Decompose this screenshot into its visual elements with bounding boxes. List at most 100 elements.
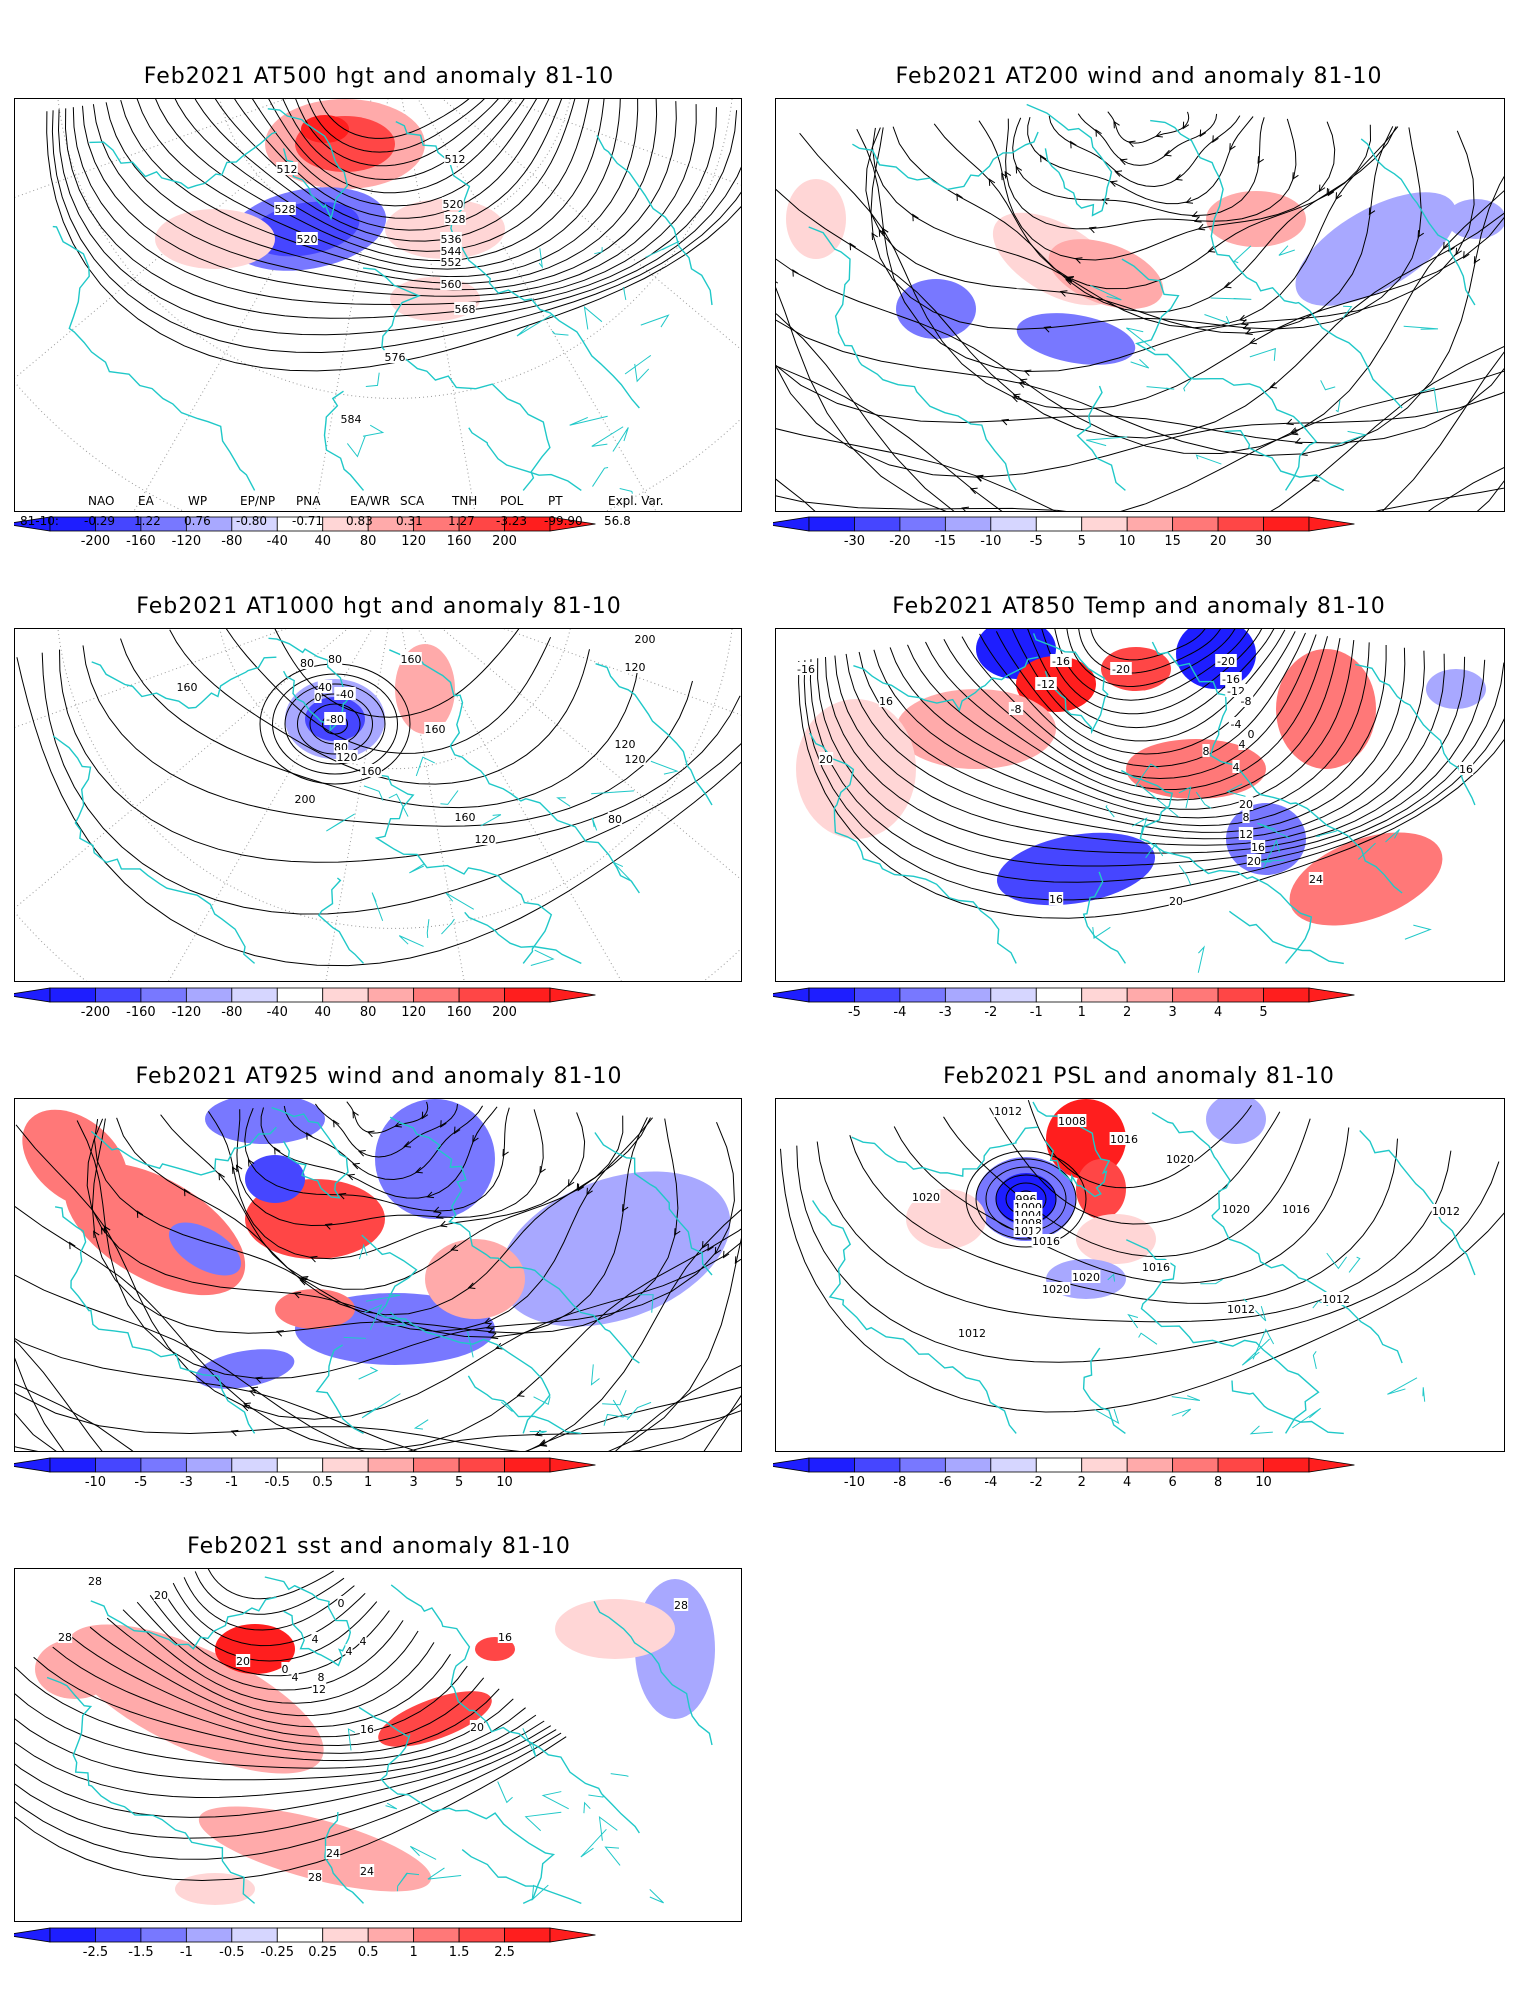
contour-label: 552: [441, 256, 462, 269]
contour-label: -40: [336, 688, 354, 701]
colorbar-arrow-low: [14, 1927, 51, 1943]
anomaly-positive: [215, 1624, 295, 1674]
colorbar-segment: [1126, 516, 1174, 532]
contour-label: 576: [385, 351, 406, 364]
panel-title: Feb2021 sst and anomaly 81-10: [187, 1534, 571, 1559]
colorbar: -30 -20 -15 -10 -5 5 10 15 20 30: [773, 516, 1355, 549]
colorbar-segment: [95, 987, 142, 1003]
colorbar: -10 -5 -3 -1 -0.5 0.5 1 3 5 10: [14, 1457, 596, 1490]
colorbar-arrow-low: [773, 516, 810, 532]
colorbar-segment: [322, 1927, 369, 1943]
contour-label: 200: [295, 793, 316, 806]
contour-label: 1020: [1166, 1153, 1194, 1166]
colorbar-segment: [1172, 516, 1219, 532]
anomaly-negative: [195, 1349, 295, 1389]
anomaly-negative: [896, 279, 976, 339]
height-contours: [46, 99, 741, 372]
colorbar-tick-label: -4: [893, 1005, 906, 1020]
panel-at200-wind: Feb2021 AT200 wind and anomaly 81-10 -30…: [773, 60, 1505, 549]
contour-label: 28: [58, 1631, 72, 1644]
contour-label: -8: [1241, 695, 1252, 708]
index-value: -0.80: [236, 514, 268, 528]
colorbar-tick-label: -15: [935, 534, 956, 549]
colorbar-segment: [899, 516, 946, 532]
contour-label: -80: [326, 713, 344, 726]
anomaly-positive: [385, 199, 505, 259]
contour-label: 20: [236, 1655, 250, 1668]
colorbar-arrow-low: [14, 1457, 51, 1473]
contour-label: 80: [608, 813, 622, 826]
contour-label: 160: [401, 653, 422, 666]
colorbar-segment: [944, 1457, 992, 1473]
contour-label: -16: [1222, 673, 1240, 686]
contour-label: 28: [308, 1871, 322, 1884]
anomaly-negative: [245, 1155, 305, 1203]
colorbar-segment: [231, 1457, 278, 1473]
panel-title: Feb2021 AT850 Temp and anomaly 81-10: [892, 594, 1386, 619]
contour-label: 1012: [1322, 1293, 1350, 1306]
colorbar-tick-label: -120: [172, 1005, 202, 1020]
colorbar-tick-label: -1: [225, 1475, 238, 1490]
colorbar-segment: [1217, 1457, 1264, 1473]
colorbar-tick-label: -80: [221, 1005, 242, 1020]
anomaly-positive: [796, 699, 916, 839]
contour-label: 24: [1309, 873, 1323, 886]
anomaly-negative: [996, 832, 1156, 906]
colorbar-tick-label: -200: [81, 534, 111, 549]
colorbar-tick-label: 10: [1255, 1475, 1272, 1490]
colorbar-tick-label: 2.5: [494, 1945, 515, 1960]
colorbar-tick-label: -1.5: [128, 1945, 153, 1960]
colorbar-tick-label: 120: [401, 1005, 426, 1020]
colorbar-tick-label: 80: [360, 534, 377, 549]
colorbar-tick-label: -4: [984, 1475, 997, 1490]
contour-label: 512: [277, 163, 298, 176]
coastlines: [52, 108, 713, 494]
panel-at1000-hgt: Feb2021 AT1000 hgt and anomaly 81-10 200…: [14, 590, 744, 1030]
panel-title: Feb2021 AT1000 hgt and anomaly 81-10: [136, 594, 622, 619]
anomaly-positive: [1076, 1214, 1156, 1264]
anomaly-positive: [425, 1239, 525, 1319]
anomaly-positive: [896, 689, 1056, 769]
colorbar-tick-label: 1: [364, 1475, 372, 1490]
colorbar-tick-label: 40: [314, 534, 331, 549]
colorbar-tick-label: -10: [844, 1475, 865, 1490]
colorbar-segment: [49, 1927, 96, 1943]
contour-label: 0: [338, 1597, 345, 1610]
map-svg: [15, 1099, 741, 1451]
panel-at500-hgt: Feb2021 AT500 hgt and anomaly 81-10 512 5…: [14, 60, 744, 549]
colorbar-tick-label: -6: [939, 1475, 952, 1490]
contour-label: 528: [275, 203, 296, 216]
map-plot: 200 120 160 80 80 160 40 0 -40 -80 80 120 160 160 200 1…: [14, 628, 742, 982]
colorbar-tick-label: -0.5: [265, 1475, 290, 1490]
contour-label: 1016: [1142, 1261, 1170, 1274]
contour-label: 4: [360, 1635, 367, 1648]
colorbar-tick-label: -2: [984, 1005, 997, 1020]
colorbar-tick-label: 200: [492, 534, 517, 549]
colorbar-segment: [185, 1927, 233, 1943]
index-value: 1.22: [134, 514, 161, 528]
colorbar-segment: [944, 987, 992, 1003]
contour-label: -16: [797, 663, 815, 676]
colorbar-segment: [1081, 516, 1128, 532]
colorbar-segment: [1126, 1457, 1174, 1473]
colorbar-segment: [49, 1457, 96, 1473]
colorbar-tick-label: 15: [1164, 534, 1181, 549]
map-plot: 1012 1008 1016 1020 1020 996 1000 1004 1008 1012 1…: [775, 1098, 1505, 1452]
colorbar-tick-label: 4: [1214, 1005, 1222, 1020]
colorbar-segment: [1035, 1457, 1083, 1473]
contour-label: 16: [1049, 893, 1063, 906]
streamlines: [776, 111, 1504, 511]
colorbar-segment: [49, 987, 96, 1003]
contour-label: 12: [1239, 828, 1253, 841]
contour-label: 1020: [1072, 1271, 1100, 1284]
anomaly-negative: [1426, 669, 1486, 709]
contour-label: -8: [1011, 703, 1022, 716]
panel-title: Feb2021 PSL and anomaly 81-10: [943, 1064, 1335, 1089]
contour-label: 160: [425, 723, 446, 736]
graticule: [15, 99, 741, 511]
map-plot: [14, 1098, 742, 1452]
anomaly-positive: [66, 1624, 324, 1774]
contour-label: -16: [1052, 655, 1070, 668]
colorbar-segment: [231, 987, 278, 1003]
